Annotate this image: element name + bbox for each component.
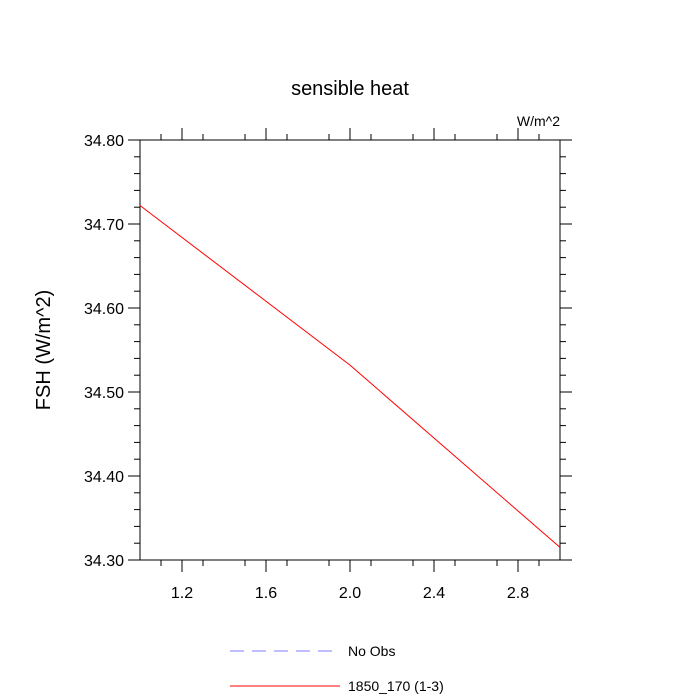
x-tick-label: 1.2 (171, 585, 193, 602)
chart-title: sensible heat (291, 78, 409, 100)
y-tick-label: 34.50 (84, 385, 124, 402)
x-tick-label: 2.4 (423, 585, 445, 602)
axis-ticks (128, 128, 572, 572)
series-line (139, 205, 561, 548)
axis-tick-labels: 1.2 1.6 2.0 2.4 2.8 34.30 34.40 34.50 34.60 34.70… (84, 133, 529, 602)
legend-label: 1850_170 (1-3) (348, 678, 444, 694)
units-label: W/m^2 (517, 113, 560, 129)
x-tick-label: 2.8 (507, 585, 529, 602)
y-tick-label: 34.60 (84, 301, 124, 318)
series-layer (139, 205, 561, 548)
legend: No Obs 1850_170 (1-3) (230, 643, 444, 694)
y-tick-label: 34.40 (84, 469, 124, 486)
x-tick-label: 1.6 (255, 585, 277, 602)
legend-label: No Obs (348, 643, 395, 659)
y-tick-label: 34.70 (84, 217, 124, 234)
y-tick-label: 34.80 (84, 133, 124, 150)
y-axis-label: FSH (W/m^2) (33, 290, 55, 410)
plot-frame (139, 139, 561, 561)
x-tick-label: 2.0 (339, 585, 361, 602)
y-tick-label: 34.30 (84, 553, 124, 570)
